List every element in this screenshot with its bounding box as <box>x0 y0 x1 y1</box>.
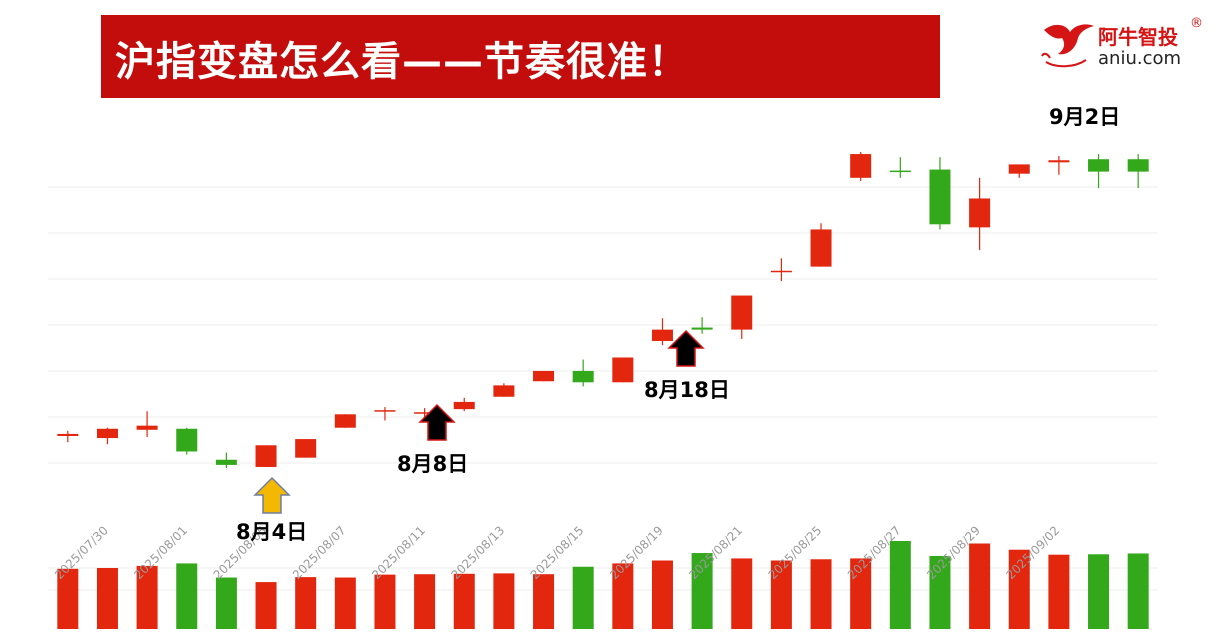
volume-bar <box>1127 553 1149 629</box>
x-tick-label: 2025/08/13 <box>448 523 507 582</box>
candle-body <box>453 401 475 410</box>
candle-body <box>572 370 594 383</box>
volume-bar <box>493 573 515 629</box>
candle-body <box>691 327 713 330</box>
title-banner: 沪指变盘怎么看——节奏很准！ <box>101 15 940 98</box>
annotation-label: 8月4日 <box>236 520 308 544</box>
volume-bar <box>850 558 872 629</box>
volume-bar <box>374 574 396 629</box>
volume-bar <box>969 543 991 629</box>
candle-body <box>850 154 872 178</box>
volume-bar <box>1088 554 1110 629</box>
brand-name: 阿牛智投 <box>1098 25 1178 49</box>
candle-body <box>493 385 515 397</box>
annotation-label: 8月18日 <box>644 378 730 402</box>
candle-body <box>810 229 832 267</box>
candle-body <box>731 295 753 330</box>
volume-bar <box>295 577 317 629</box>
candle-body <box>889 170 911 173</box>
candle-body <box>533 370 555 382</box>
volume-bar <box>453 573 475 629</box>
candle-body <box>1127 159 1149 172</box>
volume-bar <box>57 568 79 629</box>
candle-body <box>215 459 237 465</box>
candle-body <box>414 412 436 414</box>
volume-bar <box>1048 554 1070 629</box>
up-arrow-icon <box>253 476 291 514</box>
candle-body <box>96 428 118 439</box>
candle-body <box>136 425 158 430</box>
volume-bar <box>770 560 792 629</box>
volume-bar <box>1008 549 1030 629</box>
volume-bar <box>929 555 951 629</box>
volume-bar <box>889 541 911 629</box>
volume-bar <box>691 553 713 629</box>
volume-bar <box>255 582 277 629</box>
candle-body <box>176 428 198 452</box>
candle-body <box>334 414 356 428</box>
registered-mark: ® <box>1190 16 1203 31</box>
bull-logo-icon <box>1041 24 1094 68</box>
volume-bar <box>136 565 158 629</box>
up-arrow-icon <box>667 329 705 367</box>
candle-body <box>1008 164 1030 174</box>
candle-body <box>969 198 991 228</box>
volume-bar <box>334 577 356 629</box>
up-arrow-icon <box>418 403 456 441</box>
x-tick-label: 2025/08/11 <box>369 523 428 582</box>
volume-bar <box>96 567 118 629</box>
brand-domain: aniu.com <box>1098 48 1182 69</box>
candle-body <box>1088 159 1110 172</box>
volume-bar <box>810 559 832 629</box>
candle-body <box>1048 160 1070 163</box>
candle-body <box>374 410 396 412</box>
candle-body <box>770 270 792 273</box>
page-title: 沪指变盘怎么看——节奏很准！ <box>115 39 689 85</box>
candle-body <box>612 357 634 383</box>
volume-bar <box>612 563 634 629</box>
volume-bar <box>731 558 753 629</box>
candle-body <box>651 329 673 341</box>
volume-bar <box>215 577 237 629</box>
candle-body <box>57 433 79 436</box>
volume-bar <box>572 566 594 629</box>
volume-bar <box>414 574 436 629</box>
volume-bar <box>533 574 555 629</box>
volume-bar <box>651 560 673 629</box>
candle-body <box>255 445 277 467</box>
annotation-label: 9月2日 <box>1049 105 1121 129</box>
candle-body <box>929 169 951 225</box>
brand-logo: 阿牛智投 ® aniu.com <box>1040 16 1210 74</box>
candle-body <box>295 439 317 458</box>
volume-bar <box>176 563 198 629</box>
annotation-label: 8月8日 <box>397 452 469 476</box>
